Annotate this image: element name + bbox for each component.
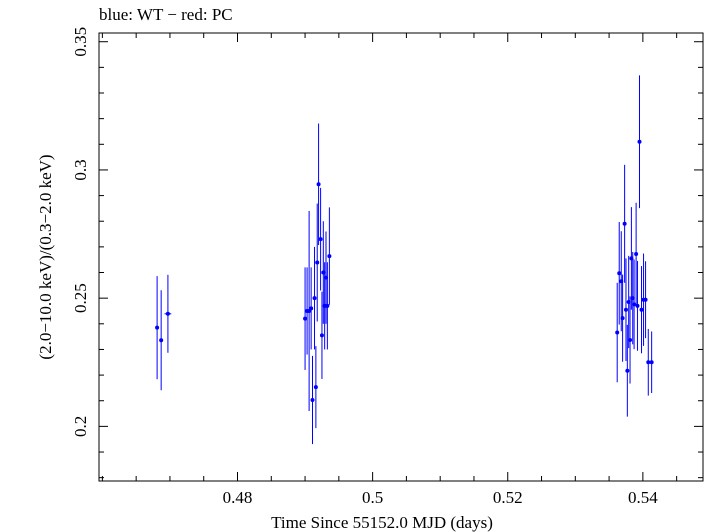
x-tick-label: 0.48 bbox=[223, 488, 253, 507]
data-point bbox=[303, 267, 308, 370]
data-point bbox=[622, 164, 627, 283]
data-point bbox=[316, 123, 321, 246]
data-marker bbox=[646, 360, 651, 365]
y-axis: 0.2 0.25 0.3 0.35 bbox=[71, 27, 703, 479]
data-point bbox=[646, 328, 651, 396]
data-point bbox=[634, 202, 639, 306]
x-tick-label: 0.52 bbox=[493, 488, 523, 507]
data-point bbox=[309, 267, 314, 350]
data-point bbox=[637, 75, 642, 209]
data-point bbox=[315, 203, 320, 322]
data-point bbox=[617, 221, 622, 325]
y-axis-label: (2.0−10.0 keV)/(0.3−2.0 keV) bbox=[36, 154, 55, 359]
data-marker bbox=[620, 316, 625, 321]
y-tick-label: 0.35 bbox=[71, 27, 90, 57]
data-point bbox=[635, 260, 640, 351]
data-marker bbox=[313, 385, 318, 390]
data-point bbox=[615, 282, 620, 383]
data-marker bbox=[632, 302, 637, 307]
data-marker bbox=[309, 306, 314, 311]
data-point bbox=[310, 355, 315, 445]
data-marker bbox=[319, 333, 324, 338]
data-marker bbox=[617, 271, 622, 276]
y-tick-label: 0.25 bbox=[71, 283, 90, 313]
data-marker bbox=[155, 325, 160, 330]
data-series-points bbox=[155, 75, 654, 445]
x-axis: 0.48 0.5 0.52 0.54 bbox=[101, 33, 678, 507]
data-marker bbox=[315, 260, 320, 265]
data-point bbox=[623, 258, 628, 361]
data-point bbox=[649, 331, 654, 394]
data-marker bbox=[310, 397, 315, 402]
data-marker bbox=[635, 303, 640, 308]
data-marker bbox=[318, 237, 323, 242]
data-marker bbox=[165, 311, 170, 316]
data-point bbox=[625, 324, 630, 417]
data-marker bbox=[316, 182, 321, 187]
data-marker bbox=[643, 297, 648, 302]
data-point bbox=[319, 291, 324, 379]
data-marker bbox=[637, 139, 642, 144]
data-point bbox=[313, 346, 318, 429]
x-axis-label: Time Since 55152.0 MJD (days) bbox=[271, 513, 493, 532]
data-marker bbox=[303, 316, 308, 321]
data-marker bbox=[622, 221, 627, 226]
data-marker bbox=[325, 303, 330, 308]
x-tick-label: 0.54 bbox=[628, 488, 658, 507]
data-point bbox=[628, 296, 633, 384]
data-point bbox=[632, 259, 637, 350]
data-point bbox=[327, 207, 332, 305]
chart-title: blue: WT − red: PC bbox=[99, 5, 233, 24]
data-marker bbox=[625, 368, 630, 373]
data-point bbox=[643, 261, 648, 339]
y-tick-label: 0.3 bbox=[71, 159, 90, 180]
data-point bbox=[164, 274, 172, 353]
data-marker bbox=[327, 254, 332, 259]
data-point bbox=[620, 274, 625, 362]
y-tick-label: 0.2 bbox=[71, 416, 90, 437]
data-marker bbox=[639, 307, 644, 312]
data-point bbox=[155, 276, 160, 380]
data-marker bbox=[312, 296, 317, 301]
data-point bbox=[639, 266, 644, 354]
plot-frame bbox=[98, 32, 704, 482]
data-marker bbox=[615, 330, 620, 335]
data-point bbox=[318, 187, 323, 291]
data-marker bbox=[634, 252, 639, 257]
data-point bbox=[325, 262, 330, 350]
data-marker bbox=[623, 307, 628, 312]
data-marker bbox=[159, 338, 164, 343]
data-point bbox=[159, 290, 164, 391]
x-tick-label: 0.5 bbox=[362, 488, 383, 507]
data-point bbox=[307, 210, 312, 411]
data-marker bbox=[649, 360, 654, 365]
data-marker bbox=[628, 337, 633, 342]
data-point bbox=[312, 246, 317, 350]
